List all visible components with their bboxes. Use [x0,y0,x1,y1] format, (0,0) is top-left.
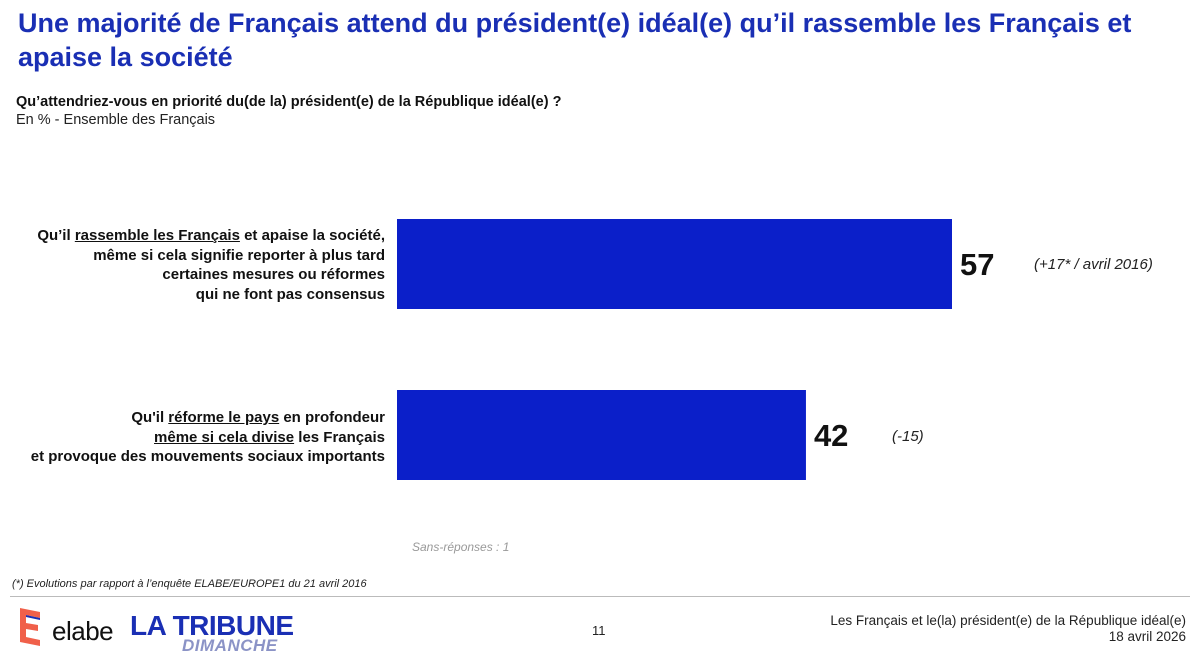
slide-title: Une majorité de Français attend du prési… [18,8,1132,72]
category-label-1: Qu’il rassemble les Français et apaise l… [37,227,385,303]
survey-question: Qu’attendriez-vous en priorité du(de la)… [16,94,562,110]
bar-2 [397,390,806,480]
category-label-2-underline-2: même si cela divise [154,428,295,446]
evolution-label-1: (+17* / avril 2016) [1034,256,1153,273]
study-title: Les Français et le(la) président(e) de l… [830,613,1186,628]
elabe-mark-icon [20,608,40,646]
study-info: Les Français et le(la) président(e) de l… [830,613,1186,645]
category-label-1-underline: rassemble les Français [74,227,240,244]
page-number: 11 [592,623,606,638]
footer-divider [10,596,1190,597]
elabe-logo-text: elabe [52,616,114,646]
survey-base: En % - Ensemble des Français [16,112,216,128]
la-tribune-logo-subtext: DIMANCHE [182,636,278,655]
la-tribune-logo: LA TRIBUNE DIMANCHE [130,610,310,658]
no-answer-note: Sans-réponses : 1 [412,540,510,554]
bar-1 [397,219,952,309]
study-date: 18 avril 2026 [1108,629,1186,644]
la-tribune-logo-text: LA TRIBUNE [130,610,294,641]
evolution-label-2: (-15) [892,428,924,445]
category-label-2-underline-1: réforme le pays [168,409,280,426]
bar-2-value-label: 42 [814,418,848,453]
bar-1-value-label: 57 [960,247,994,282]
category-label-2: Qu'il réforme le pays en profondeur même… [30,409,385,465]
footnote: (*) Evolutions par rapport à l’enquête E… [12,578,367,590]
elabe-logo: elabe [14,606,124,652]
